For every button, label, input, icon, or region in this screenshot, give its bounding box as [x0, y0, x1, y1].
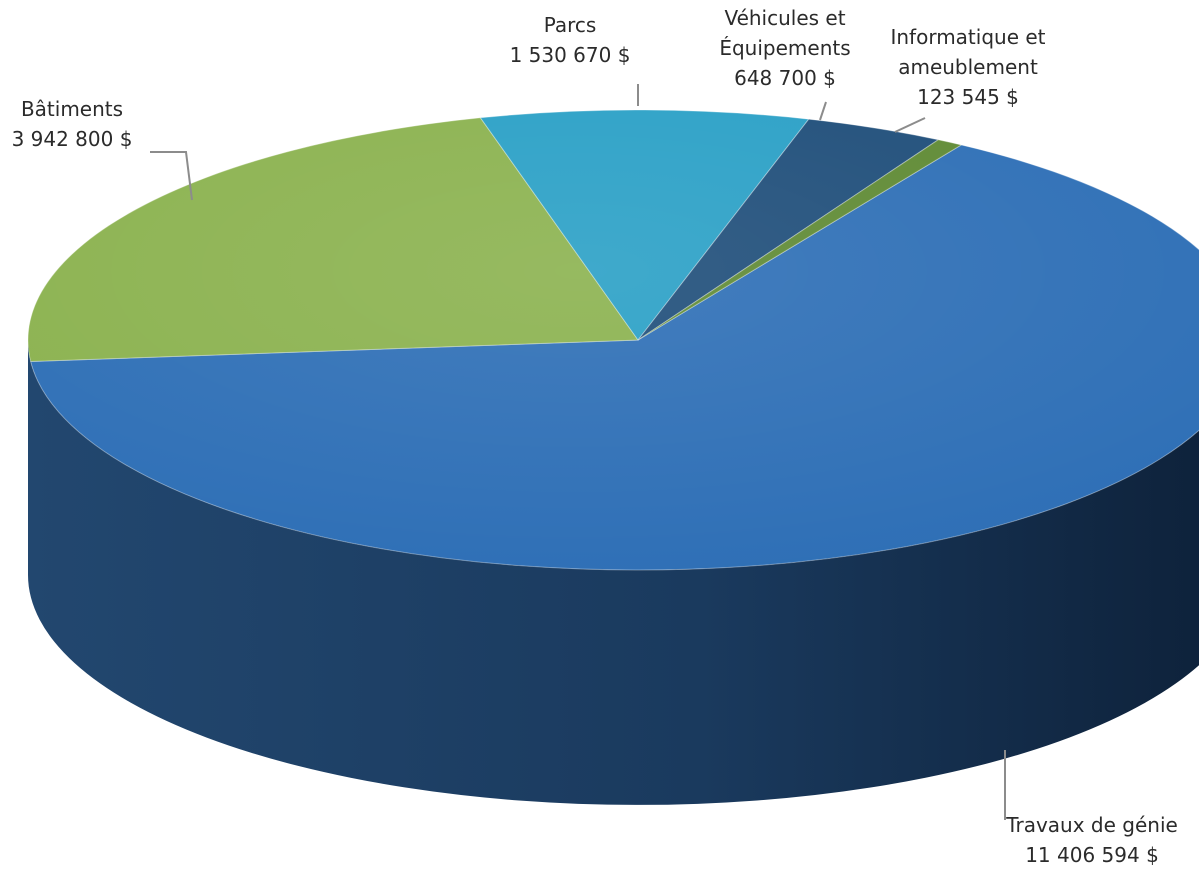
- pie-side-band: [28, 340, 1199, 805]
- slice-label-line: 11 406 594 $: [1025, 843, 1159, 867]
- slice-label-line: Parcs: [544, 13, 597, 37]
- slice-label-line: 123 545 $: [917, 85, 1019, 109]
- leader-line: [150, 151, 193, 201]
- slice-label-line: Véhicules et: [724, 6, 845, 30]
- slice-label-line: 648 700 $: [734, 66, 836, 90]
- pie-side-layer: [28, 340, 1199, 805]
- slice-label-line: ameublement: [898, 55, 1038, 79]
- slice-label-line: Équipements: [719, 36, 850, 60]
- slice-label: Informatique et ameublement 123 545 $: [890, 25, 1045, 109]
- slice-label: Véhicules et Équipements 648 700 $: [719, 6, 850, 90]
- leader-lines: [150, 84, 1006, 820]
- pie-top-layer: [27, 109, 1199, 571]
- slice-label-line: 1 530 670 $: [510, 43, 631, 67]
- slice-label-line: Bâtiments: [21, 97, 123, 121]
- slice-label: Travaux de génie 11 406 594 $: [1005, 813, 1178, 867]
- leader-line: [894, 117, 926, 133]
- pie-top-sheen: [28, 110, 1199, 570]
- slice-label: Bâtiments 3 942 800 $: [12, 97, 133, 151]
- slice-label-line: Informatique et: [890, 25, 1045, 49]
- slice-label: Parcs 1 530 670 $: [510, 13, 631, 67]
- slice-labels: Travaux de génie 11 406 594 $ Bâtiments 3 9…: [12, 6, 1178, 867]
- leader-line: [819, 101, 827, 121]
- slice-label-line: Travaux de génie: [1005, 813, 1178, 837]
- slice-label-line: 3 942 800 $: [12, 127, 133, 151]
